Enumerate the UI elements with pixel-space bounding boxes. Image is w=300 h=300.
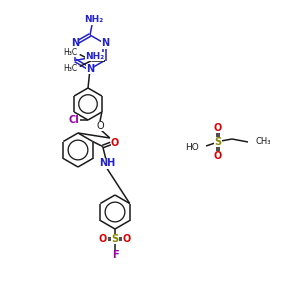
Text: CH₃: CH₃	[255, 137, 271, 146]
Text: O: O	[111, 139, 119, 148]
Text: N: N	[71, 38, 79, 49]
Text: F: F	[112, 250, 118, 260]
Text: O: O	[214, 151, 222, 161]
Text: N: N	[101, 38, 109, 49]
Text: N: N	[86, 64, 94, 74]
Text: HO: HO	[185, 142, 199, 152]
Text: Cl: Cl	[69, 115, 80, 125]
Text: S: S	[111, 234, 118, 244]
Text: O: O	[123, 234, 131, 244]
Text: NH₂: NH₂	[85, 52, 104, 61]
Text: NH₂: NH₂	[84, 16, 104, 25]
Text: S: S	[214, 137, 222, 147]
Text: O: O	[214, 123, 222, 133]
Text: H₃C: H₃C	[64, 64, 78, 73]
Text: NH: NH	[100, 158, 116, 169]
Text: H₃C: H₃C	[64, 48, 78, 57]
Text: O: O	[96, 121, 104, 131]
Text: O: O	[99, 234, 107, 244]
